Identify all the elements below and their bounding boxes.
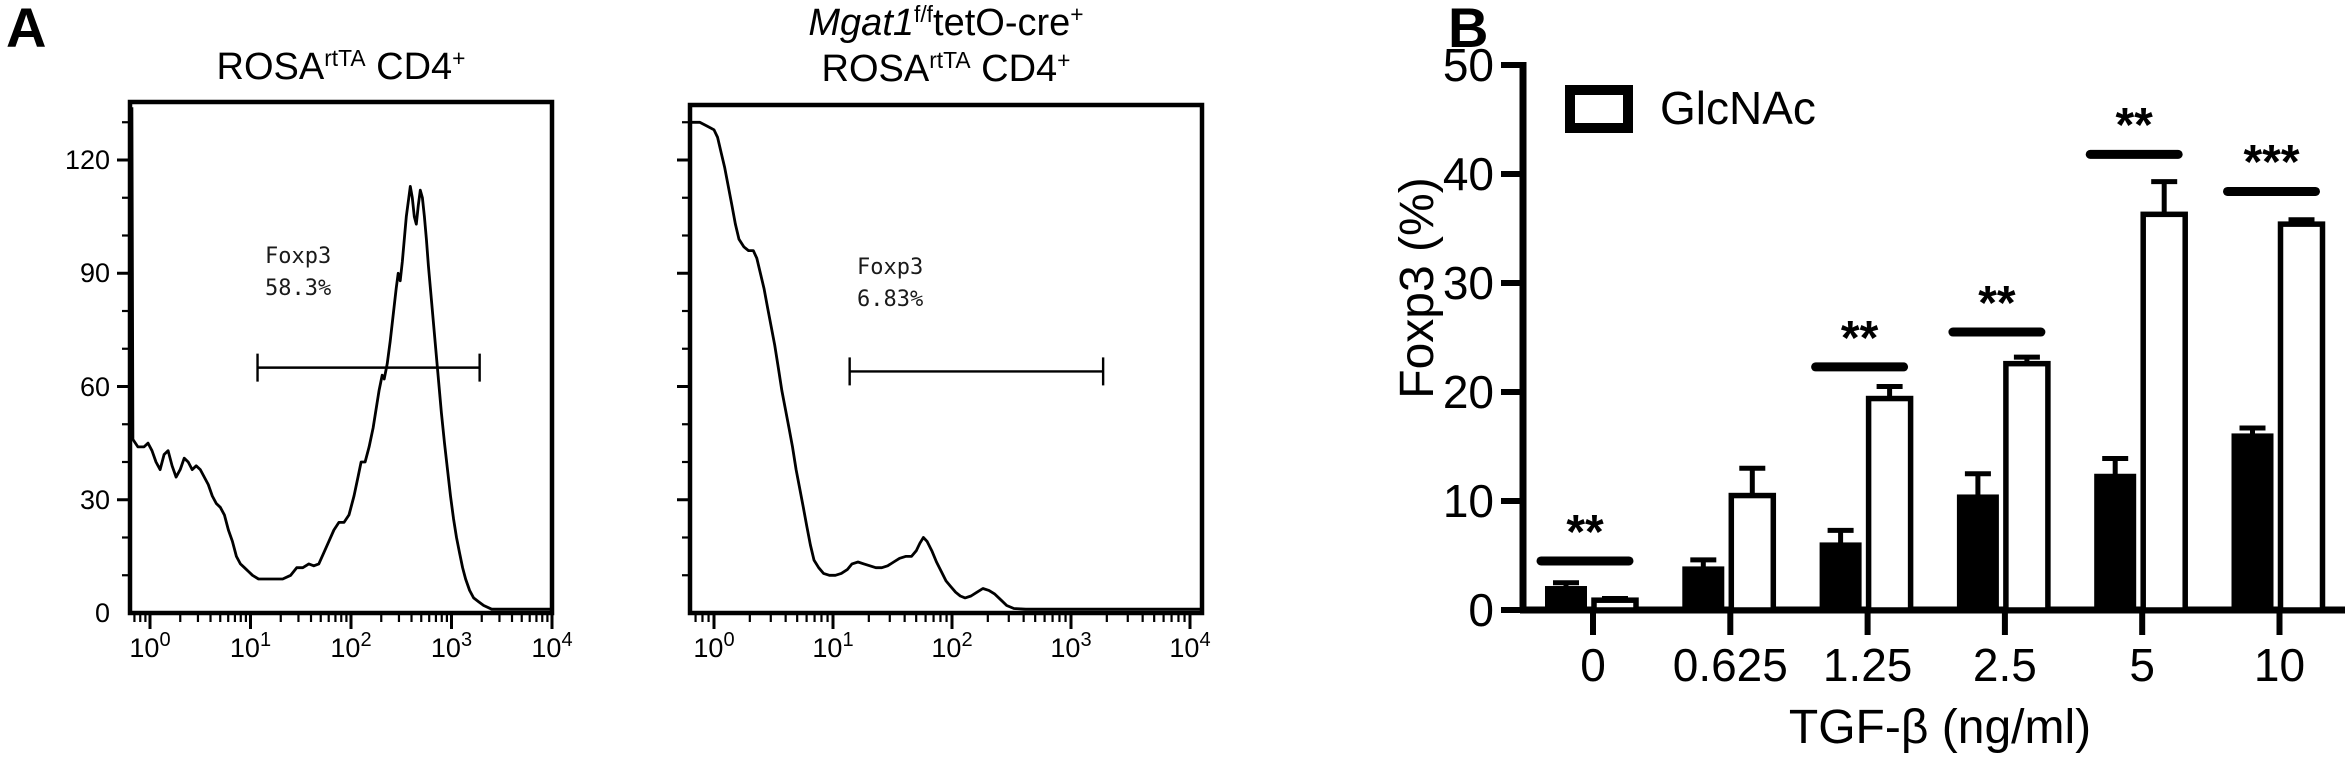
title-segment: CD4 [365, 46, 453, 88]
histogram-right-x-tick-label: 103 [1041, 629, 1101, 665]
histogram-left-title: ROSArtTA CD4+ [130, 45, 552, 92]
histogram-left-y-tick-label: 0 [94, 598, 110, 628]
title-segment: + [452, 45, 466, 72]
x-tick-base: 10 [1169, 633, 1200, 663]
x-tick-base: 10 [812, 633, 843, 663]
panel-a-label: A [6, 0, 47, 59]
bar-chart-x-tick-label: 0 [1580, 639, 1606, 691]
bar-chart-x-tick-label: 2.5 [1972, 639, 2037, 691]
histogram-left-y-tick-label: 30 [79, 484, 110, 515]
x-tick-exponent: 3 [460, 629, 473, 651]
x-tick-base: 10 [229, 633, 260, 663]
bar-chart-x-tick-label: 0.625 [1672, 639, 1788, 691]
histogram-right-x-tick-label: 100 [684, 629, 744, 665]
histogram-left-x-tick-label: 100 [120, 629, 180, 665]
bar-chart-x-tick-label: 5 [2129, 639, 2155, 691]
bar-chart-y-tick-label: 40 [1442, 148, 1494, 200]
bar-black-5 [2094, 473, 2137, 612]
glcnac-legend-label: GlcNAc [1660, 82, 1816, 134]
histogram-right-title-line2: ROSArtTA CD4+ [690, 47, 1202, 94]
histogram-right-x-tick-label: 104 [1160, 629, 1220, 665]
x-tick-exponent: 4 [561, 629, 573, 651]
bar-white-1.25 [1865, 395, 1914, 613]
x-tick-exponent: 1 [842, 629, 854, 651]
x-tick-base: 10 [931, 633, 962, 663]
title-segment: + [1057, 47, 1071, 74]
x-tick-exponent: 0 [159, 629, 171, 651]
title-segment: ROSA [821, 48, 930, 90]
title-segment: Mgat1 [808, 2, 915, 44]
x-tick-exponent: 1 [259, 629, 272, 651]
histogram-left-y-tick-label: 120 [64, 145, 110, 175]
x-tick-exponent: 0 [723, 629, 735, 651]
histogram-left-x-tick-label: 104 [522, 629, 582, 665]
histogram-right-x-tick-label: 101 [803, 629, 863, 665]
x-tick-base: 10 [129, 633, 160, 663]
histogram-left-y-tick-label: 90 [79, 258, 110, 289]
histogram-right-title: Mgat1f/ftetO-cre+ ROSArtTA CD4+ [690, 1, 1202, 94]
histogram-left-curve [130, 107, 554, 611]
x-tick-exponent: 2 [360, 629, 372, 651]
title-segment: rtTA [324, 45, 366, 72]
title-segment: tetO-cre [933, 2, 1071, 44]
histogram-right-frame [687, 102, 1205, 616]
histogram-left-frame [127, 99, 555, 616]
significance-stars-0: ** [1566, 505, 1604, 559]
x-tick-base: 10 [430, 633, 461, 663]
title-segment: f/f [914, 1, 934, 28]
bar-chart-x-axis-title: TGF-β (ng/ml) [1788, 701, 2092, 754]
bar-chart-y-axis-title: Foxp3 (%) [1391, 177, 1444, 399]
x-tick-base: 10 [1050, 633, 1081, 663]
bar-black-10 [2231, 433, 2274, 612]
bar-chart-x-tick-label: 10 [2253, 639, 2306, 691]
histogram-right-x-tick-label: 102 [922, 629, 982, 665]
x-tick-exponent: 2 [961, 629, 973, 651]
histogram-left-y-tick-label: 60 [79, 371, 110, 402]
histogram-right-title-line1: Mgat1f/ftetO-cre+ [690, 1, 1202, 48]
bar-chart-y-tick-label: 10 [1442, 475, 1494, 527]
bar-black-1.25 [1819, 542, 1862, 612]
histogram-left-gate-label: Foxp3 58.3% [265, 244, 332, 301]
title-segment: + [1070, 1, 1084, 28]
bar-chart-y-tick-label: 0 [1468, 584, 1494, 636]
x-tick-base: 10 [531, 633, 562, 663]
bar-chart-y-tick-label: 50 [1442, 39, 1494, 91]
glcnac-legend-swatch [1565, 85, 1633, 133]
bar-white-2.5 [2003, 360, 2051, 613]
bar-chart-x-tick-label: 1.25 [1822, 639, 1913, 691]
panel-b-label: B [1448, 0, 1489, 59]
histogram-left-x-tick-label: 102 [321, 629, 381, 665]
bar-black-2.5 [1956, 494, 1999, 612]
histogram-right-curve [690, 120, 1202, 611]
x-tick-base: 10 [693, 633, 724, 663]
bar-chart-y-tick-label: 20 [1442, 366, 1494, 418]
x-tick-exponent: 4 [1199, 629, 1211, 651]
bar-black-0.625 [1682, 566, 1725, 612]
significance-stars-1.25: ** [1840, 311, 1879, 365]
x-tick-base: 10 [330, 633, 361, 663]
title-segment: CD4 [970, 48, 1058, 90]
title-segment: rtTA [929, 47, 971, 74]
significance-stars-10: *** [2243, 136, 2300, 190]
bar-white-0.625 [1728, 492, 1777, 613]
bar-black-0 [1545, 586, 1587, 612]
bar-white-10 [2277, 221, 2326, 613]
bar-white-5 [2140, 211, 2188, 613]
significance-stars-2.5: ** [1978, 277, 2016, 331]
histogram-left-x-tick-label: 103 [422, 629, 482, 665]
bar-white-0 [1591, 597, 1639, 613]
histogram-right-gate-label: Foxp3 6.83% [857, 255, 924, 312]
x-tick-exponent: 3 [1080, 629, 1092, 651]
bar-chart-y-tick-label: 30 [1442, 257, 1494, 309]
title-segment: ROSA [216, 46, 325, 88]
significance-stars-5: ** [2115, 99, 2153, 153]
histogram-left-x-tick-label: 101 [221, 629, 281, 665]
